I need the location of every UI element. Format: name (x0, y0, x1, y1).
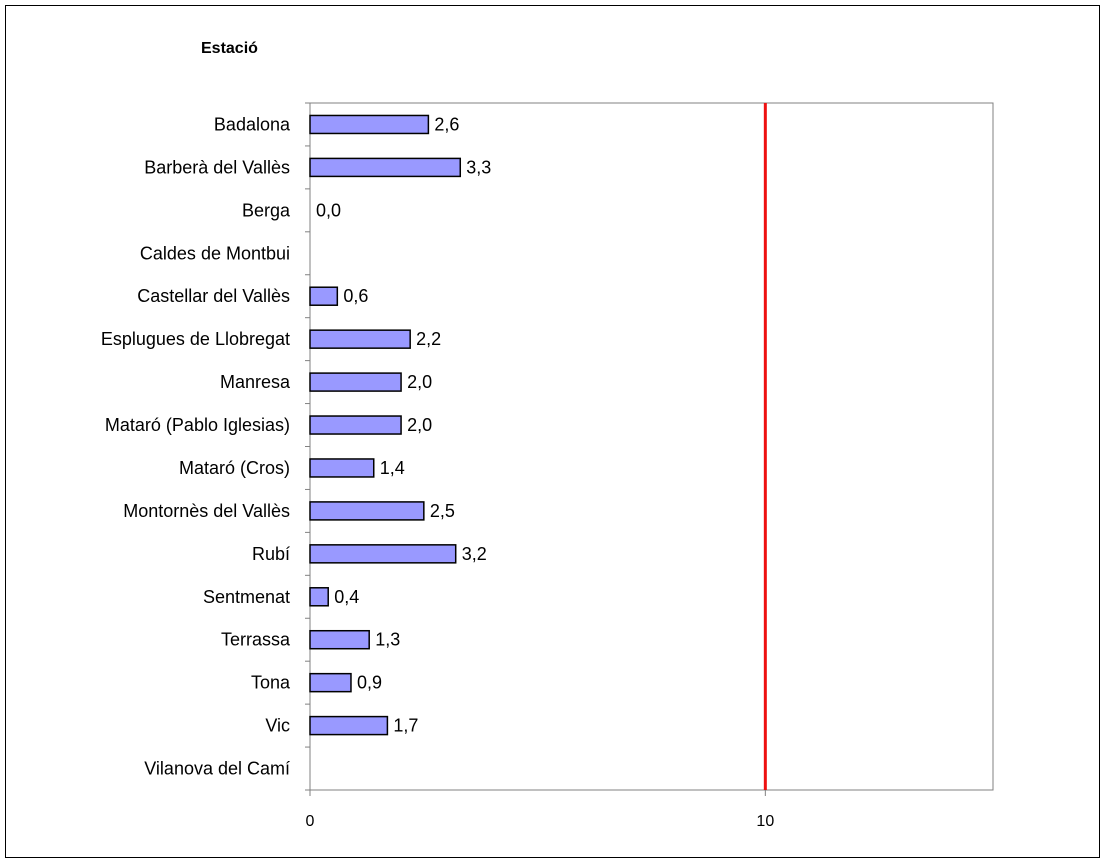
value-label: 2,6 (434, 114, 459, 134)
category-label: Manresa (220, 372, 291, 392)
value-label: 3,2 (462, 544, 487, 564)
value-label: 1,7 (393, 716, 418, 736)
x-tick-label: 10 (756, 813, 774, 830)
category-label: Sentmenat (203, 587, 290, 607)
category-label: Berga (242, 200, 291, 220)
labels: Badalona 2,6 Barberà del Vallès 3,3 Berga 0,0… (101, 114, 774, 830)
category-label: Vic (265, 716, 290, 736)
category-label: Rubí (252, 544, 290, 564)
category-label: Mataró (Pablo Iglesias) (105, 415, 290, 435)
bar (309, 372, 402, 392)
category-label: Caldes de Montbui (140, 243, 290, 263)
bars (309, 103, 767, 790)
bar (309, 715, 389, 736)
category-label: Mataró (Cros) (179, 458, 290, 478)
category-label: Barberà del Vallès (144, 157, 290, 177)
value-label: 1,4 (380, 458, 405, 478)
bar (309, 329, 411, 349)
category-label: Esplugues de Llobregat (101, 329, 290, 349)
value-label: 2,0 (407, 372, 432, 392)
bar (309, 544, 457, 564)
bar (309, 629, 370, 650)
bar (309, 114, 430, 135)
value-label: 2,5 (430, 501, 455, 521)
value-label: 0,0 (316, 200, 341, 220)
value-label: 0,6 (343, 286, 368, 306)
category-label: Montornès del Vallès (123, 501, 290, 521)
plot-area (309, 102, 994, 791)
bar (309, 415, 402, 435)
bar (309, 286, 339, 306)
bar (309, 501, 425, 521)
value-label: 1,3 (375, 630, 400, 650)
bar (309, 672, 352, 693)
value-label: 2,2 (416, 329, 441, 349)
category-label: Vilanova del Camí (144, 759, 290, 779)
category-label: Terrassa (221, 630, 291, 650)
bar (309, 458, 375, 478)
value-label: 3,3 (466, 157, 491, 177)
value-label: 0,9 (357, 673, 382, 693)
chart-title: Estació (201, 40, 258, 57)
x-tick-label: 0 (306, 813, 315, 830)
category-label: Castellar del Vallès (137, 286, 290, 306)
bar (309, 587, 329, 607)
value-label: 2,0 (407, 415, 432, 435)
value-label: 0,4 (334, 587, 359, 607)
category-label: Badalona (214, 114, 291, 134)
category-label: Tona (251, 673, 291, 693)
bar (309, 157, 462, 178)
axis-ticks (305, 102, 766, 796)
